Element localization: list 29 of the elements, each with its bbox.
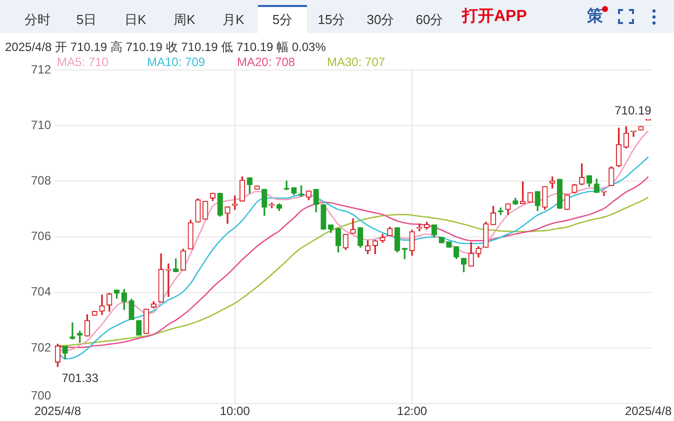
text: MA30: 707 [327,55,386,69]
x-tick-label: 2025/4/8 [34,404,82,418]
text: MA5: 710 [57,55,108,69]
y-tick-label: 706 [30,229,52,244]
annotation: 701.33 [62,370,99,385]
annotation: 710.19 [614,104,652,118]
y-tick-label: 702 [30,340,52,354]
x-tick-label: 12:00 [397,404,428,418]
y-tick-label: 704 [30,284,52,299]
text: 策 [587,8,603,26]
x-tick-label: 10:00 [220,404,250,418]
text: 月K [222,12,244,27]
text: MA10: 709 [147,55,206,69]
y-tick-label: 708 [30,174,52,188]
y-tick-label: 712 [30,62,52,76]
y-tick-label: 710 [30,118,52,132]
text: 5日 [76,12,97,27]
text: MA20: 708 [237,55,296,69]
text: 分时 [24,12,50,27]
text: 打开APP [462,8,527,26]
text: 30分 [366,12,394,27]
selected-tab: 5分 [258,5,307,33]
chart-subtitle: 2025/4/8 开 710.19 高 710.19 收 710.19 低 710.19 幅 0.03% [5,40,326,54]
x-tick-label: 2025/4/8 [624,404,672,418]
text: 日K [124,12,146,27]
text: 60分 [416,12,444,27]
text: 周K [174,12,196,27]
text: 15分 [318,12,346,27]
y-tick-label: 700 [30,388,52,403]
